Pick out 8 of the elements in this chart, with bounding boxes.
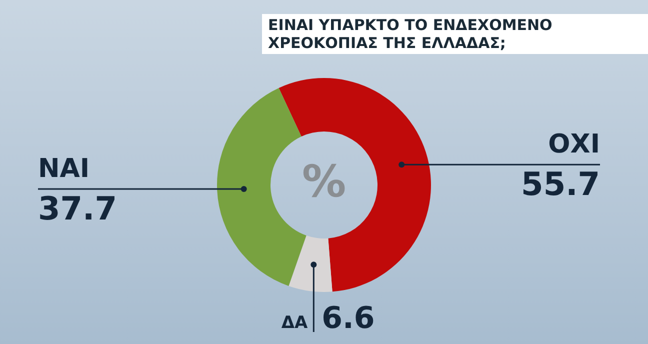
slice-label: ΝΑΙ	[38, 154, 90, 184]
text: %	[302, 156, 346, 208]
slice-label: ΟΧΙ	[548, 129, 600, 160]
slice-label: ΔΑ	[281, 313, 308, 333]
data-label: 55.7	[521, 164, 600, 203]
data-label: 37.7	[38, 189, 117, 228]
data-label: 6.6	[322, 301, 375, 336]
chart-title: ΕΙΝΑΙ ΥΠΑΡΚΤΟ ΤΟ ΕΝΔΕΧΟΜΕΝΟ ΧΡΕΟΚΟΠΙΑΣ ΤΗΣ ΕΛΛΑΔΑΣ;	[262, 14, 648, 54]
